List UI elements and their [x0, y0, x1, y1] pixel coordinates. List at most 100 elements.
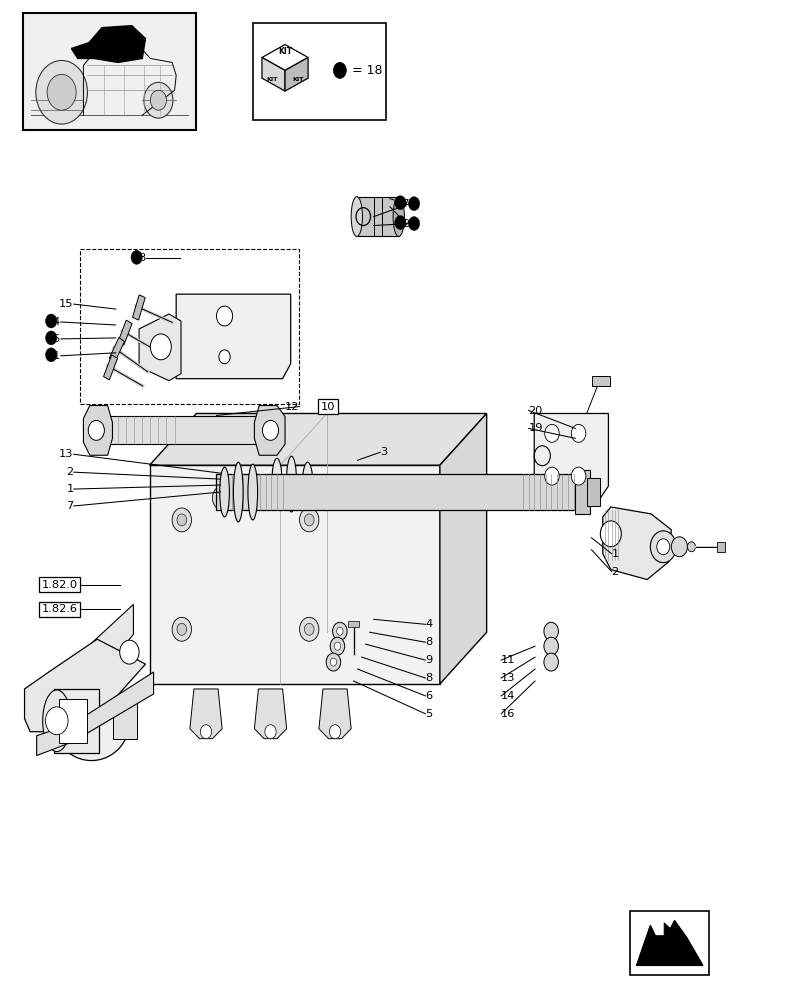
Polygon shape [534, 413, 607, 498]
Text: 4: 4 [425, 619, 432, 629]
Polygon shape [176, 294, 290, 379]
Text: 17: 17 [395, 199, 410, 209]
Circle shape [330, 658, 337, 666]
Circle shape [47, 74, 76, 110]
Circle shape [329, 725, 341, 739]
Bar [23, 13, 196, 130]
Polygon shape [89, 26, 145, 62]
Bar [113, 703, 137, 739]
Text: 5: 5 [425, 709, 432, 719]
Polygon shape [71, 43, 94, 58]
Bar [716, 542, 724, 552]
Circle shape [45, 314, 57, 328]
Polygon shape [149, 413, 486, 465]
Bar [59, 699, 88, 743]
Polygon shape [109, 338, 124, 362]
Bar [80, 249, 298, 404]
Circle shape [543, 653, 558, 671]
Text: 13: 13 [500, 673, 515, 683]
Circle shape [326, 653, 341, 671]
Circle shape [299, 508, 319, 532]
Bar [356, 197, 398, 236]
Circle shape [650, 531, 676, 563]
Circle shape [333, 62, 346, 78]
Text: 19: 19 [528, 423, 543, 433]
Circle shape [264, 725, 276, 739]
Circle shape [150, 334, 171, 360]
Polygon shape [652, 923, 686, 963]
Text: 1: 1 [67, 484, 74, 494]
Circle shape [172, 617, 191, 641]
Text: 8: 8 [425, 637, 432, 647]
Circle shape [334, 642, 341, 650]
Text: 1: 1 [611, 549, 618, 559]
Polygon shape [440, 413, 486, 684]
Circle shape [304, 514, 314, 526]
Circle shape [599, 521, 620, 547]
Ellipse shape [393, 197, 404, 236]
Circle shape [408, 217, 419, 231]
Text: 23: 23 [131, 253, 146, 263]
Text: 10: 10 [320, 402, 335, 412]
Text: 15: 15 [59, 299, 74, 309]
Circle shape [144, 82, 173, 118]
Circle shape [212, 486, 231, 510]
Text: 13: 13 [59, 449, 74, 459]
Text: 1.82.0: 1.82.0 [41, 580, 78, 590]
Circle shape [45, 348, 57, 362]
Circle shape [45, 331, 57, 345]
Bar [347, 621, 358, 627]
Ellipse shape [247, 464, 257, 520]
Bar [575, 470, 589, 514]
Bar [591, 376, 609, 386]
Circle shape [45, 707, 68, 735]
Text: 12: 12 [285, 402, 299, 412]
Circle shape [217, 306, 232, 326]
Text: = 18: = 18 [351, 64, 382, 77]
Circle shape [394, 216, 406, 230]
Bar [149, 465, 440, 684]
Circle shape [337, 627, 343, 635]
Text: 8: 8 [425, 673, 432, 683]
Polygon shape [84, 406, 112, 455]
Text: 7: 7 [67, 501, 74, 511]
Circle shape [544, 467, 559, 485]
Circle shape [219, 350, 230, 364]
Circle shape [177, 623, 187, 635]
Circle shape [119, 640, 139, 664]
Polygon shape [103, 355, 118, 380]
Bar [217, 474, 582, 510]
Polygon shape [24, 639, 145, 732]
Polygon shape [285, 57, 307, 91]
Polygon shape [254, 406, 285, 455]
Ellipse shape [220, 467, 229, 517]
Polygon shape [36, 672, 153, 756]
Circle shape [571, 424, 585, 442]
Text: 1.82.6: 1.82.6 [41, 604, 77, 614]
Circle shape [150, 90, 166, 110]
Ellipse shape [286, 456, 296, 512]
Ellipse shape [350, 197, 362, 236]
Ellipse shape [302, 462, 312, 506]
Circle shape [656, 539, 669, 555]
Circle shape [299, 617, 319, 641]
Bar [586, 478, 599, 506]
Circle shape [687, 542, 695, 552]
Text: KIT: KIT [267, 77, 278, 82]
Circle shape [177, 514, 187, 526]
Text: 9: 9 [425, 655, 432, 665]
Text: 6: 6 [425, 691, 432, 701]
Text: 2: 2 [67, 467, 74, 477]
Text: 16: 16 [500, 709, 515, 719]
Polygon shape [132, 295, 145, 320]
Circle shape [200, 725, 212, 739]
Circle shape [36, 60, 88, 124]
Polygon shape [262, 57, 285, 91]
Text: 21: 21 [46, 351, 61, 361]
Circle shape [172, 508, 191, 532]
Ellipse shape [53, 681, 130, 761]
Polygon shape [602, 507, 671, 580]
Bar [105, 416, 262, 444]
Polygon shape [636, 921, 702, 965]
Circle shape [408, 197, 419, 211]
